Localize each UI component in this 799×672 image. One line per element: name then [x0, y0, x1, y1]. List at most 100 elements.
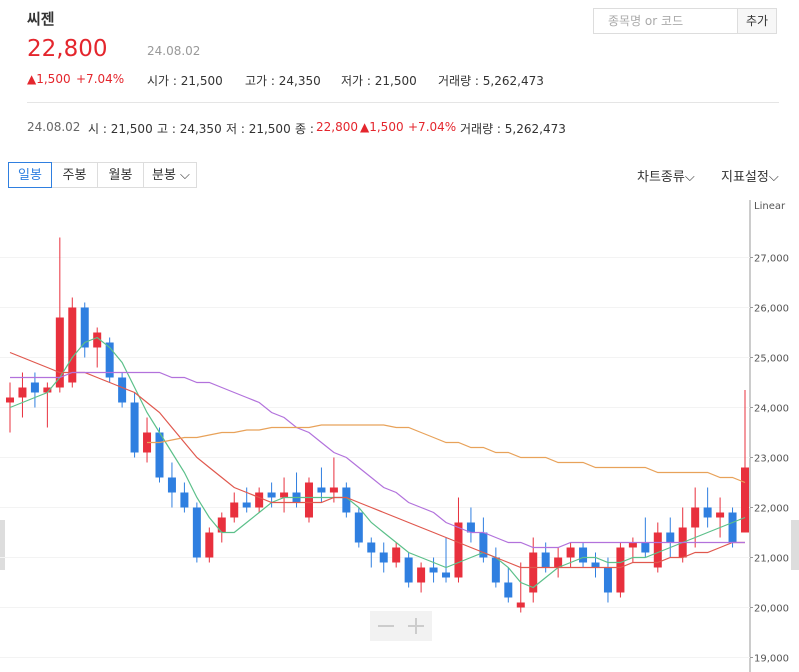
- candle-body: [280, 492, 289, 498]
- candle-body: [242, 502, 251, 508]
- candle-body: [404, 557, 413, 583]
- candle-body: [491, 557, 500, 583]
- candle-body: [516, 602, 525, 608]
- candle-body: [6, 397, 14, 403]
- candle-body: [167, 477, 176, 493]
- candle-body: [641, 542, 650, 553]
- y-tick-label: 19,000: [754, 654, 789, 665]
- candle-body: [628, 542, 637, 548]
- candle-body: [741, 467, 749, 533]
- y-tick-label: 27,000: [754, 254, 789, 265]
- candle-body: [93, 332, 102, 348]
- search-input[interactable]: 종목명 or 코드: [593, 8, 738, 34]
- candle-body: [479, 532, 488, 558]
- y-tick-label: 20,000: [754, 604, 789, 615]
- menu-label: 지표설정: [721, 170, 769, 185]
- candle-body: [342, 487, 351, 513]
- candle-body: [728, 512, 737, 543]
- candle-body: [454, 522, 463, 578]
- candle-body: [392, 547, 401, 563]
- menu-label: 차트종류: [637, 170, 685, 185]
- detail-date: 24.08.02: [27, 120, 81, 134]
- stat: 시가 : 21,500: [147, 74, 223, 88]
- candle-body: [367, 542, 376, 553]
- side-handle[interactable]: [791, 520, 799, 570]
- tab[interactable]: 월봉: [97, 162, 144, 188]
- price-change-pct: +7.04%: [76, 72, 125, 86]
- candle-body: [317, 487, 326, 493]
- zoom-control: [370, 611, 432, 641]
- stat: 고가 : 24,350: [245, 74, 321, 88]
- candle-body: [255, 492, 264, 508]
- moving-average: [9, 336, 746, 589]
- y-tick-label: 22,000: [754, 504, 789, 515]
- candle-body: [130, 402, 139, 453]
- add-button[interactable]: 추가: [737, 8, 777, 34]
- candle-body: [541, 552, 550, 568]
- candle-body: [30, 382, 39, 393]
- candle-body: [118, 377, 127, 403]
- candle-body: [504, 582, 513, 598]
- chart-type-menu[interactable]: 차트종류⌵: [637, 170, 695, 185]
- moving-average: [9, 351, 745, 569]
- candle-body: [566, 547, 575, 558]
- y-tick-label: 26,000: [754, 304, 789, 315]
- tab[interactable]: 분봉 ⌵: [143, 162, 197, 188]
- candle-body: [616, 547, 625, 593]
- candle-body: [43, 387, 52, 393]
- candle-body: [155, 432, 164, 478]
- indicator-menu[interactable]: 지표설정⌵: [721, 170, 779, 185]
- candle-body: [205, 532, 214, 558]
- detail-close-label: 종 :: [295, 122, 314, 136]
- candle-body: [417, 567, 426, 583]
- moving-average: [147, 424, 746, 484]
- price-change: ▲1,500: [27, 72, 71, 86]
- candle-body: [429, 567, 438, 573]
- stat: 저가 : 21,500: [341, 74, 417, 88]
- candle-body: [466, 522, 475, 533]
- candle-body: [230, 502, 239, 518]
- candle-body: [716, 512, 725, 518]
- candle-body: [55, 317, 64, 388]
- candle-body: [68, 307, 77, 383]
- detail-low: 저 : 21,500: [226, 122, 291, 136]
- candle-body: [304, 482, 313, 518]
- detail-change-pct: +7.04%: [408, 120, 457, 134]
- candle-body: [691, 507, 700, 528]
- candle-body: [105, 342, 114, 378]
- chart: Linear 19,000 20,000 21,000 22,000 23,000 24,0…: [0, 200, 799, 672]
- moving-average: [10, 371, 745, 549]
- candle-body: [379, 552, 388, 563]
- detail-open: 시 : 21,500: [88, 122, 153, 136]
- detail-change: ▲1,500: [360, 120, 404, 134]
- candle-body: [603, 567, 612, 593]
- candle-body: [442, 572, 451, 578]
- candle-body: [591, 562, 600, 568]
- candle-body: [329, 487, 338, 493]
- divider: [27, 102, 779, 103]
- tab-label: 분봉: [152, 168, 176, 183]
- y-tick-label: 24,000: [754, 404, 789, 415]
- stock-name: 씨젠: [27, 10, 55, 28]
- tab[interactable]: 주봉: [51, 162, 98, 188]
- y-tick-label: 21,000: [754, 554, 789, 565]
- candle-body: [80, 307, 89, 348]
- price-date: 24.08.02: [147, 44, 201, 58]
- tab[interactable]: 일봉: [8, 162, 52, 188]
- candle-body: [703, 507, 712, 518]
- detail-volume: 거래량 : 5,262,473: [460, 122, 566, 136]
- candle-body: [192, 507, 201, 558]
- stat: 거래량 : 5,262,473: [438, 74, 544, 88]
- candle-body: [354, 512, 363, 543]
- candle-body: [180, 492, 189, 508]
- side-handle[interactable]: [0, 520, 5, 570]
- scale-label: Linear: [754, 201, 786, 212]
- candle-body: [579, 547, 588, 563]
- y-tick-label: 23,000: [754, 454, 789, 465]
- candle-body: [18, 387, 27, 398]
- candle-body: [666, 532, 675, 543]
- y-tick-label: 25,000: [754, 354, 789, 365]
- candle-body: [267, 492, 276, 498]
- candle-body: [217, 517, 226, 533]
